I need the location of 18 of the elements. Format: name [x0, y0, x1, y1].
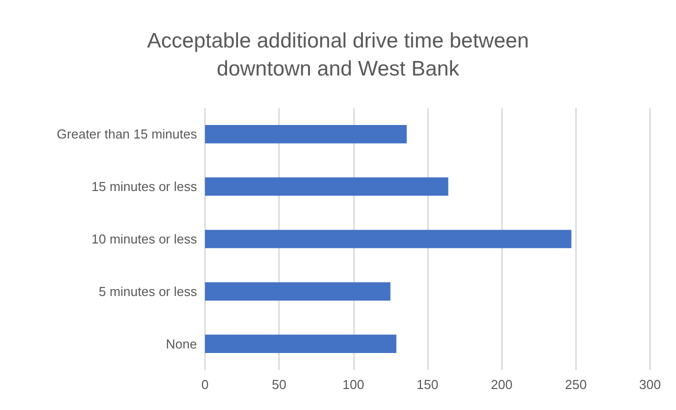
x-tick-label: 300	[639, 377, 661, 392]
y-tick-label: 15 minutes or less	[92, 179, 198, 194]
y-tick-label: Greater than 15 minutes	[56, 126, 198, 142]
x-tick-label: 250	[564, 377, 587, 392]
chart-title: Acceptable additional drive time between downtown and West Bank	[147, 30, 529, 80]
bar	[205, 334, 396, 353]
y-tick-label: 10 minutes or less	[92, 232, 198, 246]
x-tick-label: 150	[416, 377, 438, 392]
x-tick-label: 0	[201, 377, 209, 392]
x-tick-label: 200	[490, 377, 513, 392]
bar	[205, 282, 390, 301]
y-tick-label: 5 minutes or less	[98, 284, 198, 299]
y-tick-label: None	[166, 336, 197, 352]
bar	[205, 230, 572, 248]
bar	[205, 177, 448, 196]
x-tick-label: 100	[342, 377, 364, 392]
bar	[205, 125, 407, 144]
x-tick-label: 50	[272, 377, 286, 392]
